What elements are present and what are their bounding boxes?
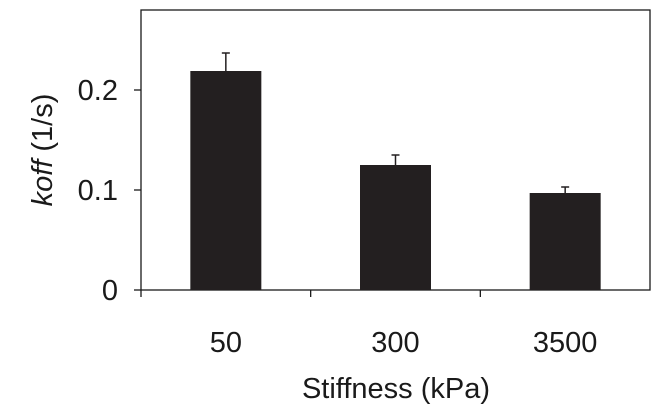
- y-tick-label: 0.1: [78, 175, 118, 207]
- x-tick-label-300: 300: [371, 327, 419, 359]
- bar-300: [360, 165, 431, 290]
- bar-50: [190, 71, 262, 290]
- y-axis-title-unit: (1/s): [27, 94, 59, 160]
- x-tick-label-3500: 3500: [533, 327, 598, 359]
- x-tick-label-50: 50: [210, 327, 242, 359]
- y-axis-title: koff (1/s): [27, 94, 59, 207]
- bar-3500: [529, 193, 601, 290]
- y-axis-title-italic: koff: [27, 157, 59, 207]
- y-tick-label: 0.2: [78, 75, 118, 107]
- y-tick-label: 0: [102, 275, 118, 307]
- x-axis-title: Stiffness (kPa): [302, 373, 490, 405]
